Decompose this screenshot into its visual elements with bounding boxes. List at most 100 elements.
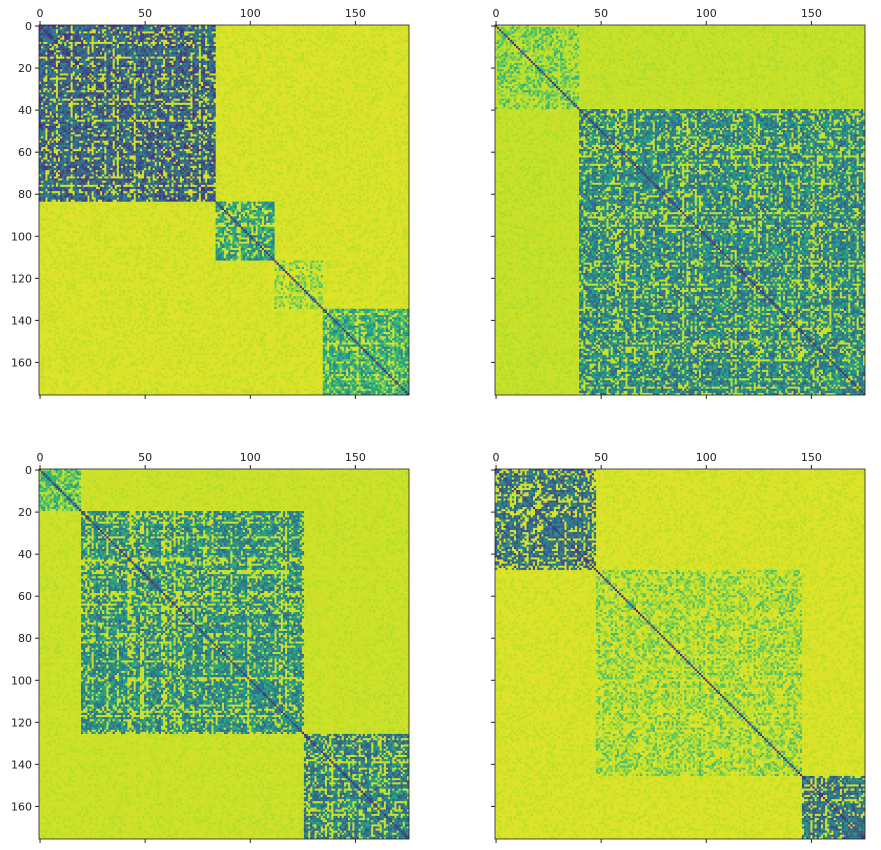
heatmap-cell	[165, 50, 167, 52]
heatmap-cell	[192, 48, 194, 50]
heatmap-cell	[127, 48, 129, 50]
heatmap-cell	[106, 59, 108, 61]
heatmap-cell	[159, 44, 161, 46]
heatmap-cell	[60, 31, 62, 33]
heatmap-cell	[104, 36, 106, 38]
heatmap-cell	[199, 42, 201, 44]
heatmap-cell	[117, 33, 119, 35]
heatmap-cell	[110, 50, 112, 52]
heatmap-cell	[142, 54, 144, 56]
heatmap-cell	[295, 54, 297, 56]
heatmap-cell	[115, 48, 117, 50]
heatmap-cell	[132, 50, 134, 52]
heatmap-cell	[144, 54, 146, 56]
heatmap-cell	[199, 40, 201, 42]
heatmap-cell	[207, 40, 209, 42]
heatmap-cell	[375, 29, 377, 31]
heatmap-cell	[182, 40, 184, 42]
heatmap-cell	[121, 40, 123, 42]
heatmap-cell	[117, 42, 119, 44]
heatmap-cell	[85, 57, 87, 59]
heatmap-cell	[64, 50, 66, 52]
heatmap-cell	[73, 52, 75, 54]
heatmap-cell	[43, 40, 45, 42]
heatmap-cell	[47, 40, 49, 42]
heatmap-cell	[41, 48, 43, 50]
heatmap-cell	[41, 50, 43, 52]
heatmap-cell	[89, 29, 91, 31]
heatmap-cell	[146, 27, 148, 29]
heatmap-cell	[127, 46, 129, 48]
heatmap-cell	[100, 50, 102, 52]
heatmap-cell	[138, 59, 140, 61]
heatmap-cell	[293, 31, 295, 33]
heatmap-cell	[213, 46, 215, 48]
heatmap-cell	[306, 50, 308, 52]
heatmap-cell	[119, 61, 121, 63]
heatmap-cell	[157, 29, 159, 31]
heatmap-cell	[47, 44, 49, 46]
heatmap-cell	[335, 59, 337, 61]
heatmap-cell	[108, 38, 110, 40]
heatmap-cell	[377, 52, 379, 54]
heatmap-cell	[192, 38, 194, 40]
heatmap-cell	[125, 46, 127, 48]
heatmap-cell	[300, 40, 302, 42]
heatmap-cell	[62, 40, 64, 42]
heatmap-cell	[298, 59, 300, 61]
heatmap-cell	[83, 57, 85, 59]
heatmap-cell	[178, 48, 180, 50]
heatmap-cell	[209, 40, 211, 42]
heatmap-cell	[136, 36, 138, 38]
heatmap-cell	[300, 38, 302, 40]
heatmap-cell	[81, 57, 83, 59]
heatmap-cell	[123, 42, 125, 44]
heatmap-cell	[155, 44, 157, 46]
heatmap-cell	[123, 44, 125, 46]
heatmap-cell	[199, 31, 201, 33]
heatmap-cell	[71, 50, 73, 52]
heatmap-cell	[43, 29, 45, 31]
heatmap-cell	[136, 48, 138, 50]
heatmap-cell	[102, 54, 104, 56]
heatmap-cell	[373, 52, 375, 54]
heatmap-cell	[277, 29, 279, 31]
heatmap-cell	[272, 40, 274, 42]
heatmap-cell	[176, 52, 178, 54]
heatmap-cell	[108, 36, 110, 38]
heatmap-cell	[249, 27, 251, 29]
heatmap-cell	[222, 46, 224, 48]
heatmap-cell	[89, 36, 91, 38]
heatmap-cell	[167, 52, 169, 54]
heatmap-cell	[243, 29, 245, 31]
heatmap-cell	[274, 59, 276, 61]
heatmap-cell	[163, 40, 165, 42]
heatmap-cell	[62, 52, 64, 54]
heatmap-cell	[184, 42, 186, 44]
heatmap-cell	[47, 33, 49, 35]
heatmap-cell	[176, 50, 178, 52]
heatmap-cell	[58, 31, 60, 33]
heatmap-cell	[161, 54, 163, 56]
heatmap-cell	[64, 57, 66, 59]
heatmap-cell	[140, 29, 142, 31]
heatmap-cell	[148, 46, 150, 48]
heatmap-cell	[79, 50, 81, 52]
heatmap-cell	[123, 54, 125, 56]
heatmap-cell	[94, 48, 96, 50]
heatmap-cell	[352, 46, 354, 48]
heatmap-cell	[106, 40, 108, 42]
heatmap-cell	[148, 27, 150, 29]
heatmap-cell	[178, 27, 180, 29]
heatmap-cell	[367, 42, 369, 44]
heatmap-cell	[157, 61, 159, 63]
heatmap-cell	[115, 52, 117, 54]
heatmap-cell	[60, 59, 62, 61]
heatmap-cell	[85, 29, 87, 31]
heatmap-cell	[232, 48, 234, 50]
heatmap-cell	[298, 27, 300, 29]
heatmap-cell	[216, 57, 218, 59]
heatmap-cell	[192, 42, 194, 44]
heatmap-cell	[165, 52, 167, 54]
heatmap-cell	[50, 59, 52, 61]
